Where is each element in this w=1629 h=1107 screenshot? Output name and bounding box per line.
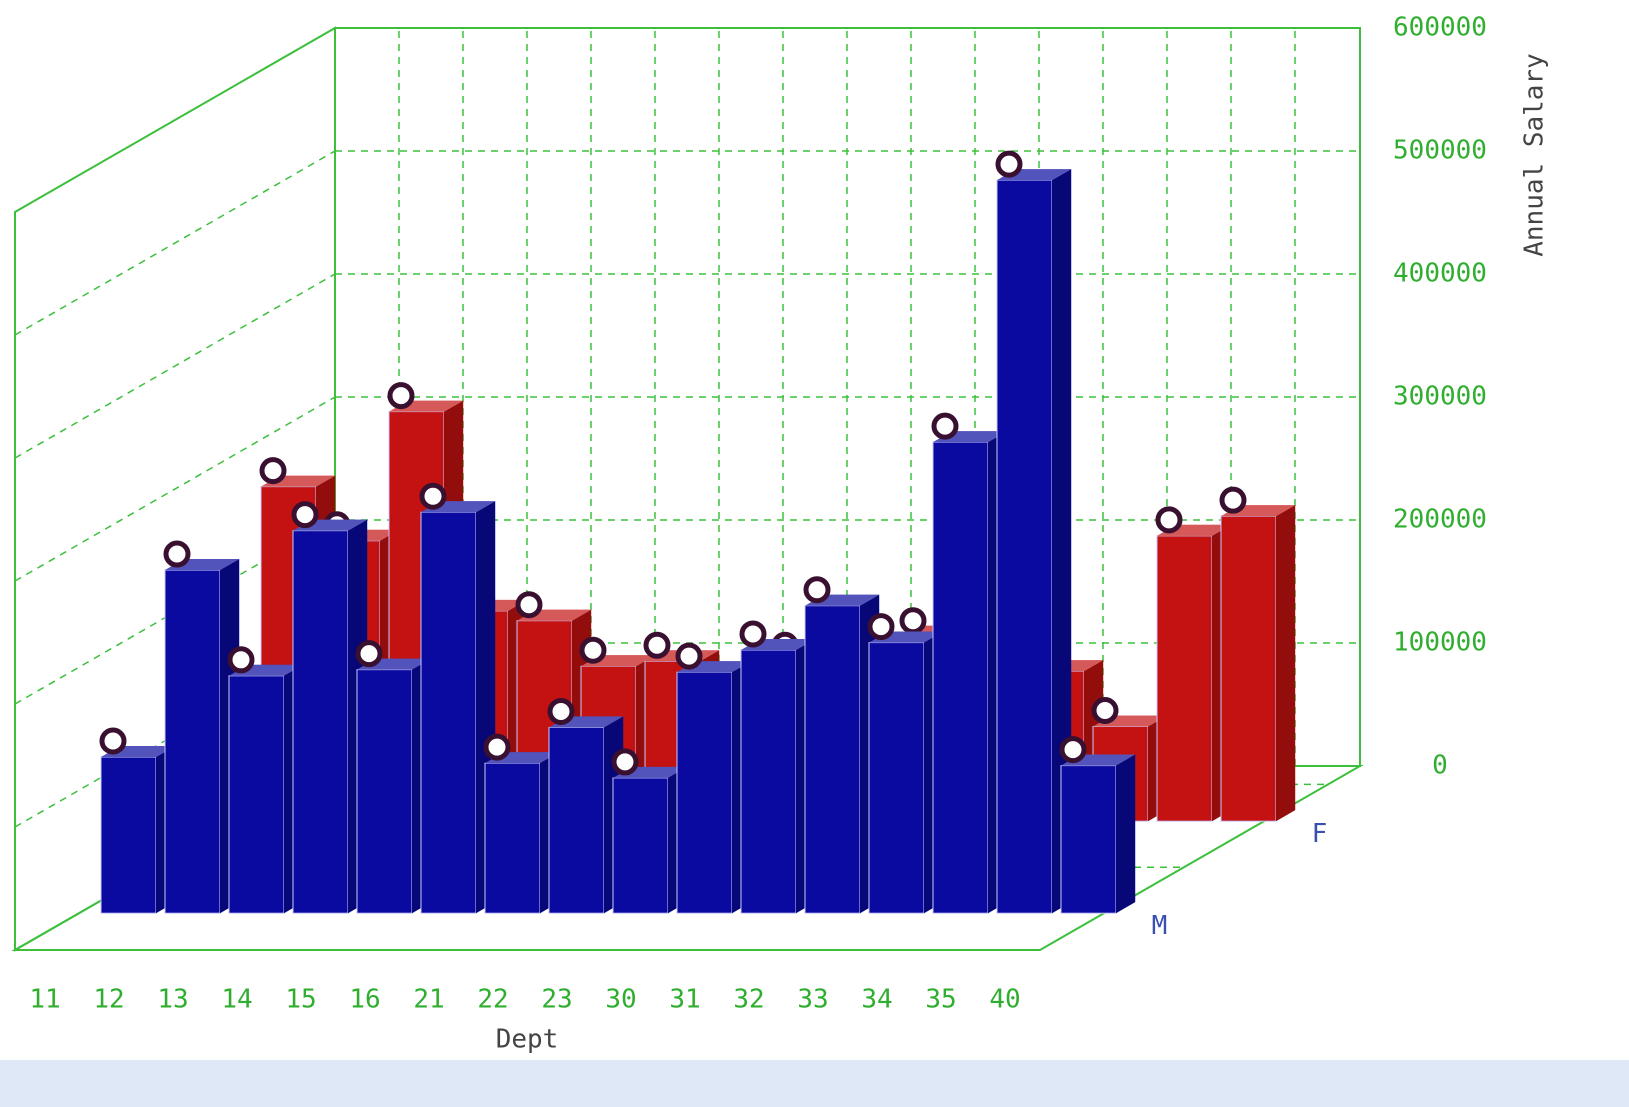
bar [740, 649, 797, 914]
bar-side [1276, 505, 1296, 822]
depth-label: M [1152, 911, 1168, 941]
y-tick-label: 600000 [1393, 13, 1487, 43]
bar [1156, 535, 1213, 822]
grid-line [14, 150, 336, 336]
y-tick-label: 400000 [1393, 259, 1487, 289]
bar-icon [355, 640, 383, 668]
bar [868, 642, 925, 914]
bar-icon [643, 631, 671, 659]
bar-icon [611, 748, 639, 776]
bar-icon [483, 733, 511, 761]
bar [420, 511, 477, 914]
bar [932, 441, 989, 914]
bar [100, 756, 157, 914]
bar [356, 669, 413, 914]
bar [484, 762, 541, 914]
x-tick-label: 14 [221, 985, 252, 1015]
y-tick-label: 500000 [1393, 136, 1487, 166]
bar-icon [515, 591, 543, 619]
x-tick-label: 11 [29, 985, 60, 1015]
bar [292, 530, 349, 914]
grid-line [14, 273, 336, 459]
x-tick-label: 32 [733, 985, 764, 1015]
bar-icon [803, 576, 831, 604]
bar-icon [259, 457, 287, 485]
bar-icon [547, 697, 575, 725]
status-band [0, 1060, 1629, 1107]
y-tick-label: 100000 [1393, 628, 1487, 658]
x-tick-label: 31 [669, 985, 700, 1015]
bar [548, 726, 605, 914]
bar-icon [99, 727, 127, 755]
bar-side-shade [1276, 505, 1296, 822]
x-tick-label: 30 [605, 985, 636, 1015]
bar-icon [931, 412, 959, 440]
x-tick-label: 21 [413, 985, 444, 1015]
bar-icon [1059, 736, 1087, 764]
y-tick-label: 0 [1432, 751, 1448, 781]
bar-icon [899, 607, 927, 635]
bar-icon [579, 636, 607, 664]
bar-icon [387, 382, 415, 410]
bar [1220, 515, 1277, 822]
grid-line [14, 396, 336, 582]
bar [804, 605, 861, 914]
bar-side-shade [1116, 754, 1136, 914]
depth-label: F [1312, 819, 1328, 849]
y-tick-label: 200000 [1393, 505, 1487, 535]
y-axis-title: Annual Salary [1520, 53, 1550, 257]
bar [228, 675, 285, 914]
bar-side-shade [1052, 169, 1072, 914]
grid-line [14, 27, 336, 213]
x-tick-label: 15 [285, 985, 316, 1015]
bar-icon [675, 642, 703, 670]
bar-icon [1219, 486, 1247, 514]
x-tick-label: 13 [157, 985, 188, 1015]
x-tick-label: 23 [541, 985, 572, 1015]
bar-icon [227, 646, 255, 674]
bar-icon [1091, 696, 1119, 724]
x-tick-label: 40 [989, 985, 1020, 1015]
bar-icon [163, 540, 191, 568]
bar [996, 179, 1053, 914]
bar [164, 569, 221, 914]
bar-side [1116, 754, 1136, 914]
bar-side [1052, 169, 1072, 914]
bar-icon [739, 620, 767, 648]
x-tick-label: 35 [925, 985, 956, 1015]
x-axis-title: Dept [496, 1025, 559, 1055]
bar [612, 777, 669, 914]
bar-icon [1155, 506, 1183, 534]
bar-icon [995, 150, 1023, 178]
x-tick-label: 16 [349, 985, 380, 1015]
bar-icon [419, 482, 447, 510]
x-tick-label: 12 [93, 985, 124, 1015]
bar-icon [867, 613, 895, 641]
x-tick-label: 33 [797, 985, 828, 1015]
bar [1060, 765, 1117, 914]
y-tick-label: 300000 [1393, 382, 1487, 412]
bar [676, 671, 733, 914]
x-tick-label: 34 [861, 985, 892, 1015]
bar-icon [291, 501, 319, 529]
x-tick-label: 22 [477, 985, 508, 1015]
